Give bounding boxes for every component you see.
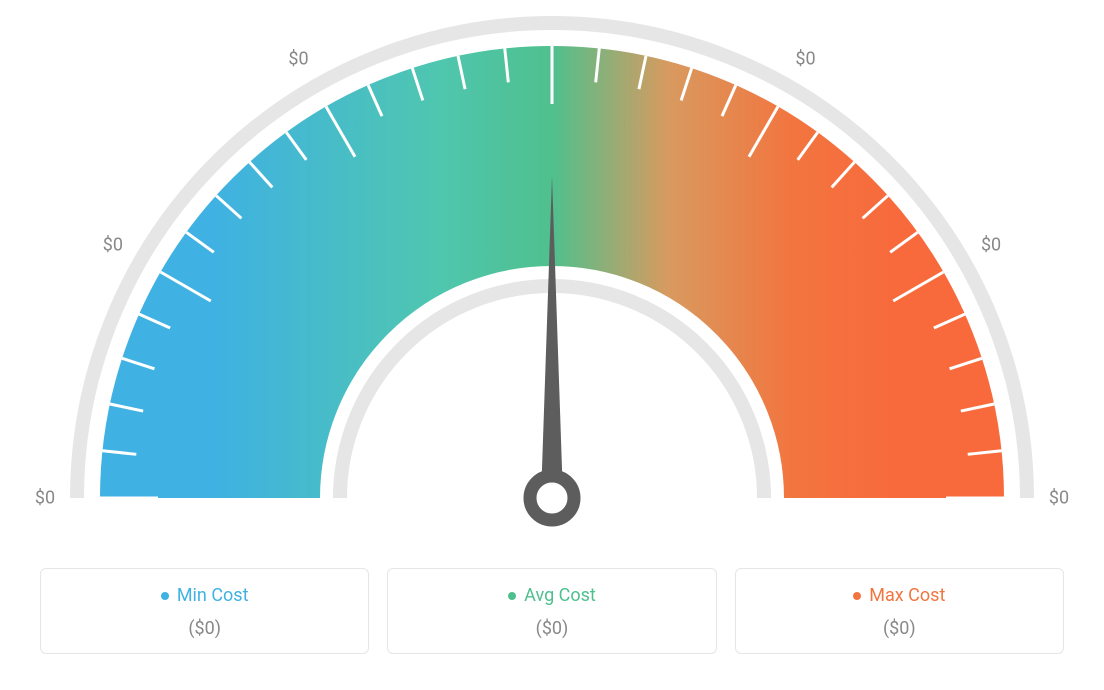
legend-value: ($0)	[188, 618, 221, 639]
legend-top: Min Cost	[161, 585, 249, 606]
gauge-scale-label: $0	[35, 488, 55, 509]
gauge-scale-label: $0	[288, 48, 308, 69]
gauge-svg	[40, 0, 1064, 560]
legend-dot-icon	[853, 592, 861, 600]
legend-top: Avg Cost	[508, 585, 596, 606]
gauge-scale-label: $0	[103, 234, 123, 255]
legend-row: Min Cost ($0) Avg Cost ($0) Max Cost ($0…	[40, 568, 1064, 654]
gauge-scale-label: $0	[981, 234, 1001, 255]
gauge-scale-label: $0	[795, 48, 815, 69]
legend-card-avg: Avg Cost ($0)	[387, 568, 716, 654]
legend-dot-icon	[161, 592, 169, 600]
legend-label: Avg Cost	[524, 585, 596, 606]
legend-value: ($0)	[883, 618, 916, 639]
gauge-scale-label: $0	[542, 0, 562, 2]
legend-top: Max Cost	[853, 585, 945, 606]
gauge-chart: $0$0$0$0$0$0$0	[40, 0, 1064, 560]
legend-label: Min Cost	[177, 585, 249, 606]
legend-value: ($0)	[536, 618, 569, 639]
legend-dot-icon	[508, 592, 516, 600]
legend-label: Max Cost	[869, 585, 945, 606]
legend-card-min: Min Cost ($0)	[40, 568, 369, 654]
cost-gauge-infographic: $0 $0 $0 $0 $0 $0 $0 Min Cost ($0) Avg Cost ($…	[0, 0, 1104, 690]
gauge-scale-label: $0	[1049, 488, 1069, 509]
legend-card-max: Max Cost ($0)	[735, 568, 1064, 654]
